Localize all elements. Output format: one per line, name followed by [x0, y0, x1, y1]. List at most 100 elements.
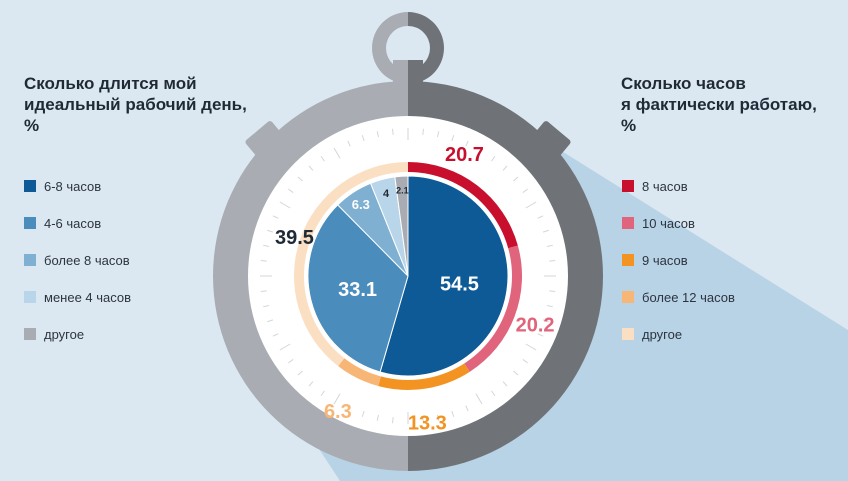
tick-mark [437, 414, 440, 421]
tick-mark [475, 147, 483, 159]
legend-item: 8 часов [622, 180, 735, 217]
tick-mark [333, 147, 341, 159]
tick-mark [475, 393, 483, 405]
outer-data-label: 39.5 [275, 227, 314, 249]
right-title-line-3: % [621, 116, 637, 135]
legend-swatch [24, 217, 36, 229]
legend-item: 6-8 часов [24, 180, 131, 217]
outer-data-label: 20.2 [516, 314, 555, 336]
legend-swatch [24, 254, 36, 266]
legend-item: 4-6 часов [24, 217, 131, 254]
tick-mark [279, 343, 291, 351]
legend-item: другое [622, 328, 735, 365]
legend-swatch [622, 217, 634, 229]
legend-swatch [24, 180, 36, 192]
legend-item: 9 часов [622, 254, 735, 291]
tick-mark [263, 244, 270, 247]
tick-mark [522, 359, 529, 364]
left-title-line-1: Сколько длится мой [24, 74, 197, 93]
inner-data-label: 33.1 [338, 279, 377, 301]
tick-mark [263, 305, 270, 308]
tick-mark [546, 244, 553, 247]
left-title-line-3: % [24, 116, 40, 135]
right-title-line-2: я фактически работаю, [621, 95, 817, 114]
outer-data-label: 13.3 [408, 413, 447, 435]
tick-mark [392, 417, 394, 424]
tick-mark [537, 215, 544, 219]
legend-item: 10 часов [622, 217, 735, 254]
tick-mark [297, 370, 303, 376]
legend-label: другое [642, 327, 683, 342]
legend-swatch [622, 328, 634, 340]
tick-mark [465, 405, 469, 412]
tick-mark [279, 201, 291, 209]
legend-item: более 12 часов [622, 291, 735, 328]
tick-mark [525, 343, 537, 351]
tick-mark [542, 229, 549, 233]
tick-mark [347, 140, 351, 147]
legend-swatch [622, 180, 634, 192]
left-chart-title: Сколько длится мой идеальный рабочий ден… [24, 73, 264, 136]
tick-mark [297, 176, 303, 182]
tick-mark [549, 260, 556, 262]
tick-mark [491, 390, 496, 397]
tick-mark [525, 201, 537, 209]
tick-mark [522, 188, 529, 193]
tick-mark [267, 319, 274, 323]
tick-mark [320, 155, 325, 162]
tick-mark [491, 155, 496, 162]
legend-item: менее 4 часов [24, 291, 131, 328]
tick-mark [502, 381, 508, 387]
legend-swatch [622, 254, 634, 266]
inner-data-label: 4 [383, 188, 390, 200]
legend-swatch [24, 328, 36, 340]
watch-ticks [260, 128, 556, 424]
tick-mark [333, 393, 341, 405]
tick-mark [451, 410, 455, 417]
tick-mark [287, 188, 294, 193]
outer-data-label: 20.7 [445, 144, 484, 166]
inner-pie-slice [307, 204, 409, 373]
legend-item: более 8 часов [24, 254, 131, 291]
tick-mark [376, 131, 379, 138]
right-legend: 8 часов 10 часов 9 часов более 12 часов … [622, 180, 735, 365]
outer-data-label: 6.3 [324, 401, 352, 423]
legend-item: другое [24, 328, 131, 365]
tick-mark [537, 333, 544, 337]
tick-mark [465, 140, 469, 147]
tick-mark [267, 229, 274, 233]
tick-mark [451, 135, 455, 142]
inner-data-label: 54.5 [440, 274, 479, 296]
legend-label: 8 часов [642, 179, 688, 194]
tick-mark [549, 290, 556, 292]
legend-label: 4-6 часов [44, 216, 102, 231]
tick-mark [502, 165, 508, 171]
right-chart-title: Сколько часов я фактически работаю, % [621, 73, 841, 136]
inner-data-label: 2.1 [396, 185, 409, 195]
tick-mark [437, 131, 440, 138]
tick-mark [320, 390, 325, 397]
legend-label: 6-8 часов [44, 179, 102, 194]
legend-label: 9 часов [642, 253, 688, 268]
tick-mark [260, 290, 267, 292]
tick-mark [361, 135, 365, 142]
tick-mark [272, 333, 279, 337]
legend-label: 10 часов [642, 216, 695, 231]
tick-mark [513, 370, 519, 376]
tick-mark [260, 260, 267, 262]
tick-mark [308, 381, 314, 387]
tick-mark [272, 215, 279, 219]
side-buttons [245, 121, 571, 159]
legend-label: более 12 часов [642, 290, 735, 305]
inner-labels: 54.5 33.1 6.3 4 2.1 [338, 185, 479, 301]
inner-pie-slice [379, 175, 509, 377]
tick-mark [376, 414, 379, 421]
legend-swatch [622, 291, 634, 303]
outer-labels: 20.7 20.2 13.3 6.3 39.5 [275, 144, 555, 435]
tick-mark [546, 305, 553, 308]
legend-label: менее 4 часов [44, 290, 132, 305]
tick-mark [422, 128, 424, 135]
legend-label: более 8 часов [44, 253, 130, 268]
legend-label: другое [44, 327, 85, 342]
